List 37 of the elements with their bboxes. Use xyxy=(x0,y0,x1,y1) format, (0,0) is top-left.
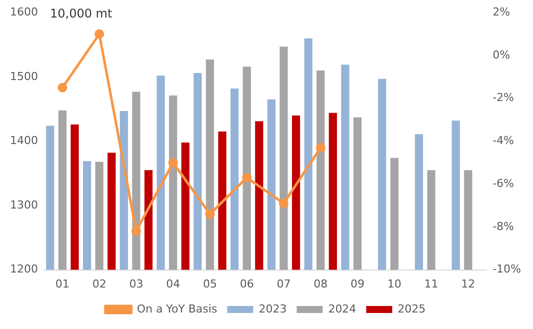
x-tick-label: 09 xyxy=(350,277,364,290)
point xyxy=(278,198,288,208)
y2-tick-label: -10% xyxy=(492,262,522,276)
y-axis-title: 10,000 mt xyxy=(50,6,112,21)
y-tick-label: 1600 xyxy=(10,5,38,18)
x-tick-label: 01 xyxy=(55,277,70,290)
y2-tick-label: 2% xyxy=(492,5,510,18)
y-tick-label: 1500 xyxy=(10,70,38,83)
point xyxy=(168,158,178,168)
y-tick-label: 1400 xyxy=(10,134,38,148)
legend-label: 2023 xyxy=(258,302,287,316)
x-tick-label: 05 xyxy=(202,277,217,290)
x-tick-label: 04 xyxy=(166,277,180,290)
x-tick-label: 08 xyxy=(314,277,328,290)
y2-tick-label: 0% xyxy=(492,48,510,62)
x-tick-label: 12 xyxy=(461,277,476,290)
point xyxy=(58,82,68,92)
x-tick-label: 06 xyxy=(240,277,254,290)
x-tick-label: 02 xyxy=(92,277,106,290)
x-tick-label: 11 xyxy=(424,277,438,290)
legend-label: On a YoY Basis xyxy=(136,302,218,316)
y-tick-label: 1200 xyxy=(10,262,38,276)
point xyxy=(205,209,215,219)
point xyxy=(94,29,104,39)
legend-label: 2024 xyxy=(328,302,356,316)
y2-tick-label: -8% xyxy=(492,220,514,233)
x-tick-label: 07 xyxy=(276,277,291,290)
legend-label: 2025 xyxy=(398,302,426,316)
y-tick-label: 1300 xyxy=(10,198,38,212)
y2-tick-label: -2% xyxy=(492,91,514,104)
point xyxy=(131,226,141,236)
point xyxy=(316,142,326,152)
y2-tick-label: -4% xyxy=(492,134,514,148)
y2-tick-label: -6% xyxy=(492,176,514,190)
point xyxy=(242,172,252,182)
x-tick-label: 10 xyxy=(387,277,402,290)
x-tick-label: 03 xyxy=(129,277,144,290)
